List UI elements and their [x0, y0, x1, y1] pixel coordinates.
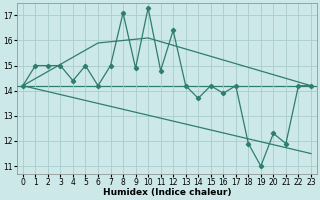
X-axis label: Humidex (Indice chaleur): Humidex (Indice chaleur) — [103, 188, 231, 197]
